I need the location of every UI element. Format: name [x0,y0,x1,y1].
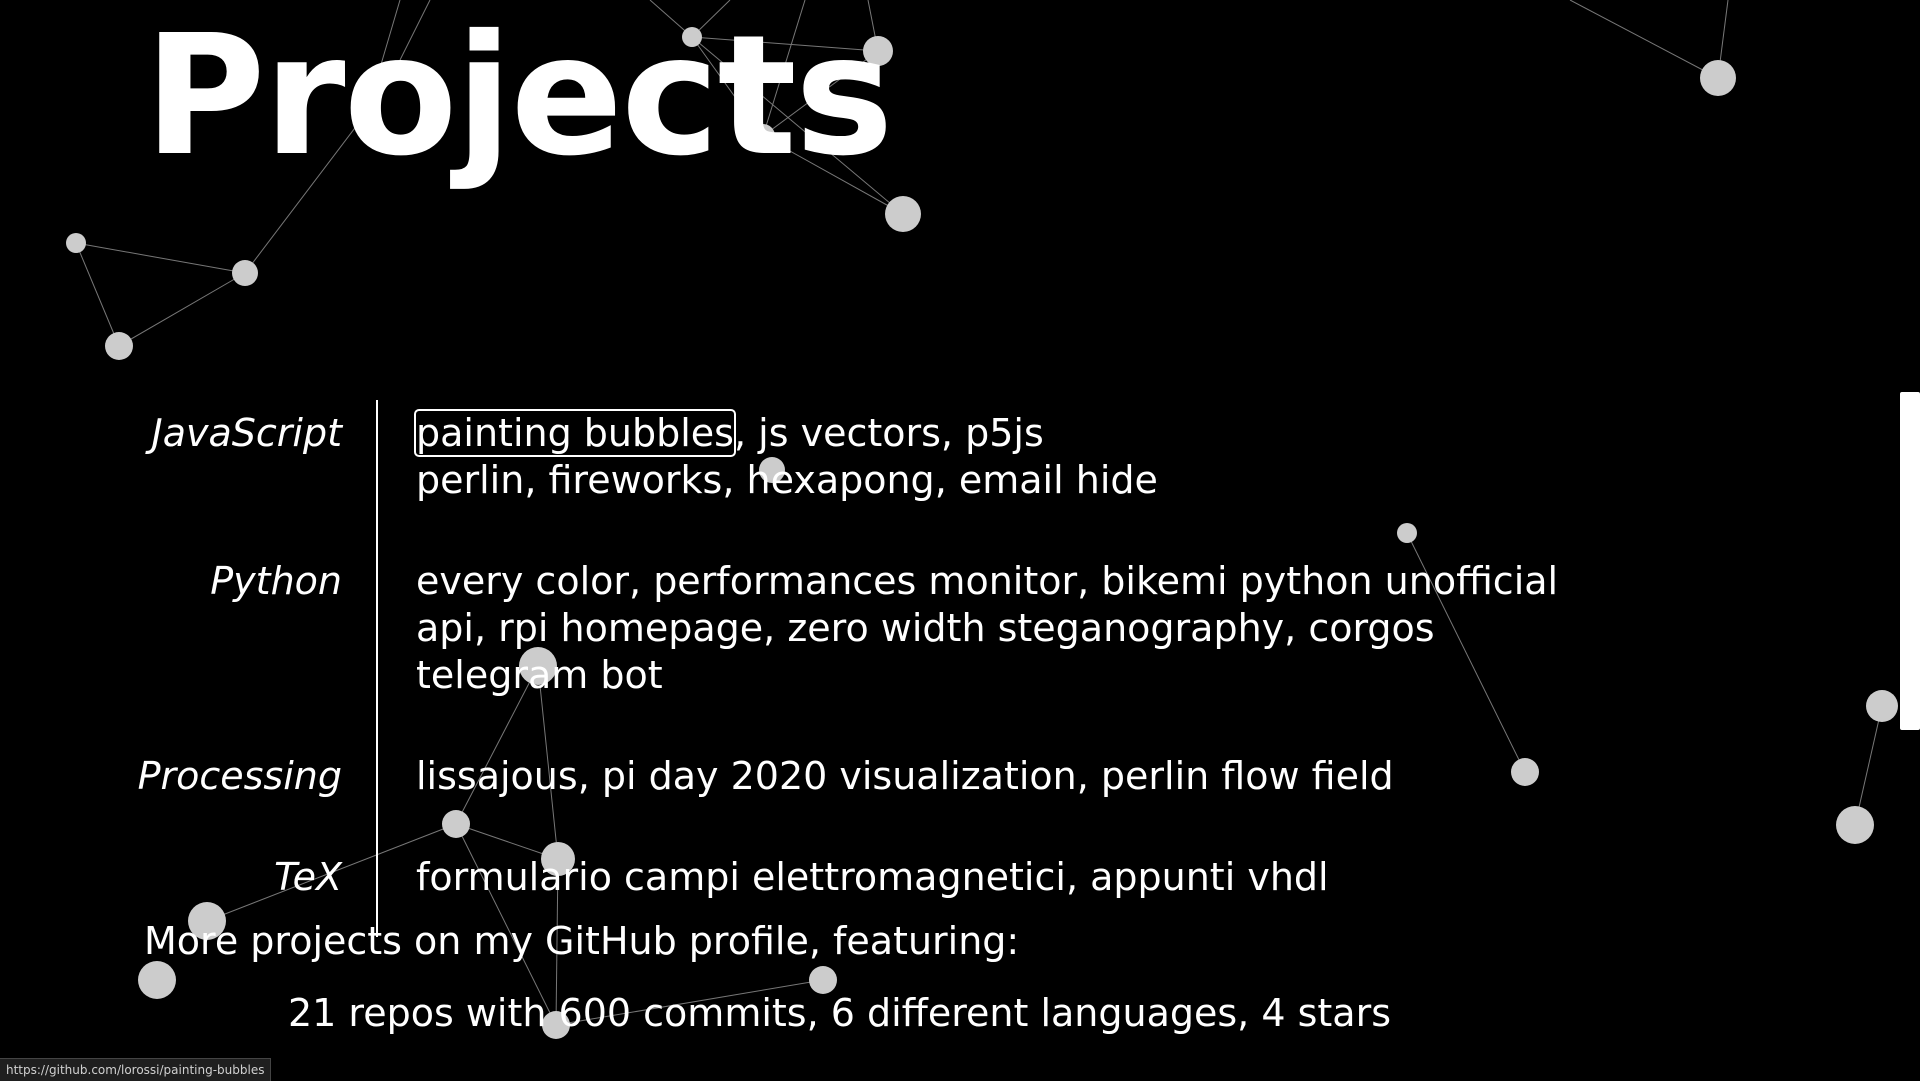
separator: , [577,754,602,798]
section-python: Python every color, performances monitor… [130,548,1650,743]
network-edge [118,272,246,347]
page-title: Projects [144,0,894,193]
network-edge [75,242,120,347]
language-label-tex: TeX [274,855,342,899]
project-link-appunti-vhdl[interactable]: appunti vhdl [1090,855,1329,899]
project-link-perlin-flow-field[interactable]: perlin flow field [1100,754,1394,798]
section-divider [376,743,378,844]
project-link-corgos-telegram-bot[interactable]: corgos telegram bot [416,606,1435,697]
project-link-lissajous[interactable]: lissajous [416,754,578,798]
separator: , [524,458,549,502]
network-node [1836,806,1874,844]
project-link-rpi-homepage[interactable]: rpi homepage [498,606,764,650]
network-node [885,196,921,232]
network-node [1700,60,1736,96]
project-link-performances-monitor[interactable]: performances monitor [653,559,1078,603]
network-edge [75,242,246,274]
projects-table: JavaScript painting bubbles, js vectors,… [130,400,1650,937]
project-link-formulario-campi[interactable]: formulario campi elettromagnetici [416,855,1066,899]
separator: , [473,606,499,650]
separator: , [1284,606,1309,650]
separator: , [763,606,788,650]
language-label-processing: Processing [137,754,342,798]
network-edge [1569,0,1719,79]
network-node [66,233,86,253]
project-link-every-color[interactable]: every color [416,559,630,603]
project-list-processing: lissajous, pi day 2020 visualization, pe… [378,743,1566,844]
separator: , [733,411,759,455]
more-projects-text: More projects on my GitHub profile, feat… [144,918,1019,965]
project-link-zero-width-steganography[interactable]: zero width steganography [787,606,1285,650]
scrollbar-thumb[interactable] [1900,392,1920,730]
section-divider [376,548,378,743]
project-list-javascript: painting bubbles, js vectors, p5js perli… [378,400,1566,548]
separator: , [722,458,747,502]
project-link-p5js-perlin[interactable]: p5js perlin [416,411,1044,502]
project-list-tex: formulario campi elettromagnetici, appun… [378,844,1566,937]
status-bar-url: https://github.com/lorossi/painting-bubb… [0,1058,272,1081]
project-list-python: every color, performances monitor, bikem… [378,548,1566,743]
more-suffix: , featuring: [808,919,1020,963]
separator: , [940,411,966,455]
section-divider [376,400,378,548]
network-node [232,260,258,286]
section-tex: TeX formulario campi elettromagnetici, a… [130,844,1650,937]
more-prefix: More projects on my [144,919,546,963]
project-link-pi-day-2020[interactable]: pi day 2020 visualization [601,754,1077,798]
language-label-javascript: JavaScript [151,411,342,455]
network-node [138,961,176,999]
project-link-js-vectors[interactable]: js vectors [758,411,941,455]
project-link-painting-bubbles[interactable]: painting bubbles [414,409,736,457]
github-profile-link[interactable]: GitHub profile [545,919,809,963]
separator: , [1065,855,1091,899]
network-edge [1717,0,1729,79]
section-divider [376,844,378,937]
network-edge [1854,705,1883,826]
project-link-email-hide[interactable]: email hide [958,458,1158,502]
project-link-fireworks[interactable]: fireworks [548,458,723,502]
language-label-python: Python [210,559,342,603]
network-node [105,332,133,360]
separator: , [629,559,654,603]
network-node [1866,690,1898,722]
project-link-hexapong[interactable]: hexapong [746,458,935,502]
github-stats: 21 repos with 600 commits, 6 different l… [288,991,1392,1035]
project-link-bikemi-python-api[interactable]: bikemi python unofficial api [416,559,1559,650]
separator: , [1076,754,1101,798]
section-javascript: JavaScript painting bubbles, js vectors,… [130,400,1650,548]
separator: , [934,458,959,502]
separator: , [1077,559,1102,603]
section-processing: Processing lissajous, pi day 2020 visual… [130,743,1650,844]
